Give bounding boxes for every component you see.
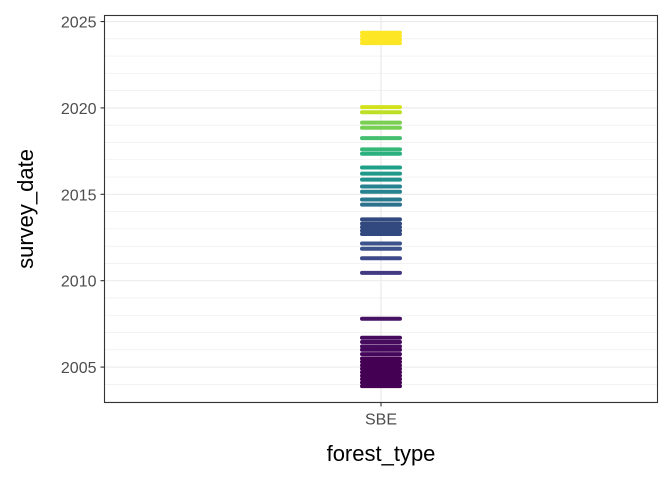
y-tick-label: 2015	[61, 187, 97, 204]
y-tick-label: 2005	[61, 360, 97, 377]
y-axis: 2005 2010 2015 2020 2025	[61, 15, 105, 377]
data-points	[360, 30, 402, 389]
x-tick-label: SBE	[365, 412, 397, 429]
y-tick-label: 2025	[61, 15, 97, 32]
x-axis: SBE	[365, 402, 397, 429]
y-axis-title: survey_date	[13, 149, 38, 269]
y-tick-label: 2010	[61, 274, 97, 291]
y-tick-label: 2020	[61, 101, 97, 118]
x-axis-title: forest_type	[327, 441, 436, 466]
